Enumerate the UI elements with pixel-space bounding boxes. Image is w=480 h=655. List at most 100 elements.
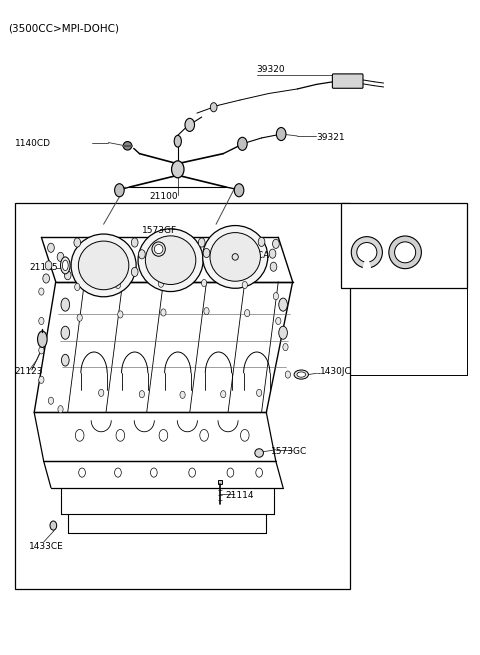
Ellipse shape [203,225,268,288]
Circle shape [203,248,210,257]
Circle shape [115,282,120,289]
Circle shape [116,430,125,441]
Ellipse shape [145,236,196,284]
Text: 21100: 21100 [149,193,178,201]
Circle shape [180,391,185,398]
Circle shape [276,128,286,141]
Text: 1430JC: 1430JC [321,367,352,377]
Text: 21114: 21114 [226,491,254,500]
Circle shape [283,343,288,350]
Ellipse shape [232,253,239,260]
Text: 1433CE: 1433CE [29,542,64,551]
Text: (3500CC>MPI-DOHC): (3500CC>MPI-DOHC) [8,24,119,33]
Circle shape [39,376,44,383]
Circle shape [74,238,81,247]
Circle shape [118,311,123,318]
Circle shape [256,468,263,477]
Circle shape [256,389,262,396]
Ellipse shape [279,326,288,339]
Ellipse shape [138,229,203,291]
Circle shape [227,468,234,477]
Ellipse shape [61,298,70,311]
Circle shape [58,405,63,413]
Circle shape [39,288,44,295]
Circle shape [189,468,195,477]
Circle shape [221,390,226,398]
Ellipse shape [61,326,70,339]
Circle shape [202,280,207,287]
Circle shape [64,271,71,280]
Circle shape [269,249,276,258]
Bar [15,203,350,589]
Text: 1573GC: 1573GC [271,447,307,456]
Text: 21443: 21443 [381,257,409,267]
Circle shape [258,237,265,246]
Circle shape [240,430,249,441]
Ellipse shape [155,244,163,253]
Circle shape [48,397,54,404]
Circle shape [244,310,250,317]
Circle shape [79,468,85,477]
Circle shape [48,243,54,252]
Circle shape [198,238,205,247]
Circle shape [200,430,208,441]
Wedge shape [361,252,372,274]
Circle shape [276,318,281,325]
Text: 21440: 21440 [360,239,388,248]
Circle shape [39,346,44,354]
Circle shape [270,262,277,271]
Text: 1433CA: 1433CA [235,251,270,260]
Ellipse shape [37,331,47,347]
Circle shape [285,371,290,378]
Circle shape [139,250,145,259]
Ellipse shape [357,242,377,262]
Text: 21123: 21123 [14,367,43,377]
Text: 39320: 39320 [257,65,286,74]
Text: 39321: 39321 [317,134,345,142]
Circle shape [171,161,184,178]
Ellipse shape [294,370,309,379]
Circle shape [115,183,124,196]
Ellipse shape [210,233,261,281]
Text: 1140CD: 1140CD [15,139,51,147]
Ellipse shape [61,354,69,366]
Bar [340,203,468,288]
Ellipse shape [279,298,288,311]
Circle shape [132,238,138,247]
Ellipse shape [174,136,181,147]
Ellipse shape [60,257,70,274]
Ellipse shape [255,449,264,457]
Text: 21115: 21115 [29,263,58,272]
Circle shape [242,282,247,289]
Circle shape [74,284,80,291]
Circle shape [75,430,84,441]
Circle shape [139,390,144,398]
Circle shape [132,267,138,276]
Circle shape [45,261,52,270]
FancyBboxPatch shape [332,74,363,88]
Circle shape [115,468,121,477]
Ellipse shape [78,241,129,290]
Ellipse shape [297,372,306,377]
Ellipse shape [351,236,383,268]
Circle shape [210,103,217,112]
Text: 1573GF: 1573GF [142,226,177,235]
Circle shape [273,239,279,248]
Ellipse shape [71,234,136,297]
Ellipse shape [389,236,421,269]
Circle shape [43,274,49,283]
Circle shape [204,308,209,315]
Circle shape [238,138,247,151]
Circle shape [77,314,82,322]
Ellipse shape [395,242,416,263]
Circle shape [57,252,64,261]
Circle shape [159,430,168,441]
Ellipse shape [62,260,68,271]
Circle shape [151,468,157,477]
Ellipse shape [123,141,132,150]
Circle shape [185,119,194,132]
Circle shape [161,309,166,316]
Ellipse shape [152,242,165,256]
Circle shape [50,521,57,530]
Circle shape [39,318,44,325]
